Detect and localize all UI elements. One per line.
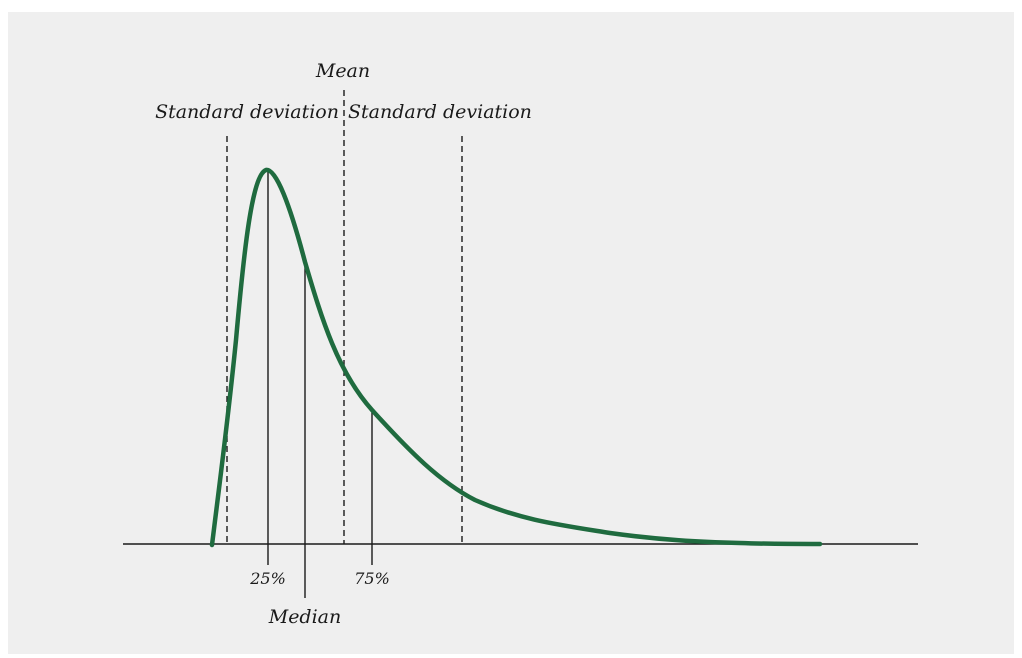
- sd-left-label: Standard deviation: [155, 101, 339, 123]
- distribution-curve: [209, 167, 823, 548]
- q75-label: 75%: [354, 569, 390, 588]
- q25-label: 25%: [249, 569, 286, 588]
- figure-panel: [8, 12, 1014, 654]
- median-label: Median: [268, 606, 342, 628]
- sd-right-label: Standard deviation: [348, 101, 532, 123]
- mean-label: Mean: [315, 60, 370, 82]
